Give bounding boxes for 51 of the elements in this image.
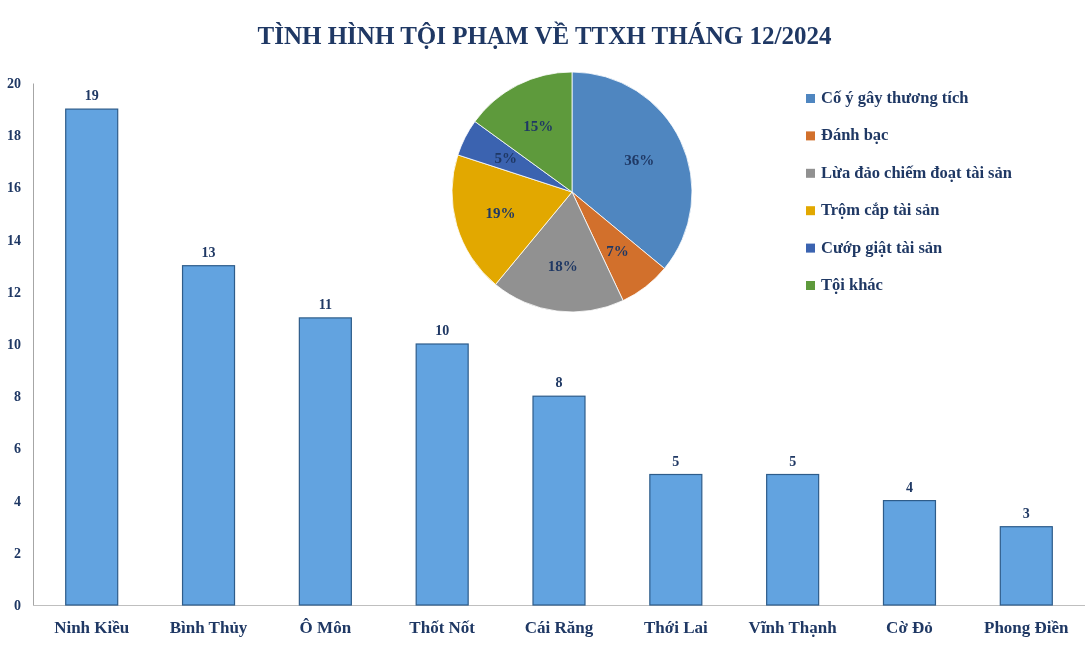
x-tick-label: Thốt Nốt	[409, 618, 476, 638]
legend-label: Lừa đảo chiếm đoạt tài sản	[821, 162, 1012, 182]
legend-label: Trộm cắp tài sản	[821, 200, 940, 220]
bar	[181, 265, 236, 606]
data-label: 5	[672, 453, 680, 469]
y-tick-label: 16	[7, 180, 21, 196]
data-label: 19	[84, 88, 99, 104]
data-label: 5%	[494, 150, 517, 167]
bar	[298, 317, 352, 606]
y-tick-label: 18	[7, 128, 21, 144]
bar	[882, 500, 937, 606]
legend-label: Cố ý gây thương tích	[821, 88, 969, 107]
bar	[415, 343, 469, 606]
x-tick-label: Phong Điền	[984, 618, 1070, 638]
y-tick-label: 10	[7, 336, 21, 352]
data-label: 3	[1022, 505, 1030, 521]
x-tick-label: Ô Môn	[299, 618, 352, 638]
data-label: 5	[789, 453, 797, 469]
x-tick-label: Vĩnh Thạnh	[748, 618, 838, 638]
x-tick-label: Cái Răng	[524, 618, 594, 638]
x-tick-label: Bình Thủy	[169, 618, 248, 638]
data-label: 15%	[523, 117, 554, 134]
data-label: 36%	[624, 152, 655, 169]
data-label: 7%	[606, 242, 629, 259]
data-label: 18%	[547, 257, 578, 274]
y-tick-label: 20	[7, 75, 21, 91]
y-tick-label: 12	[7, 284, 21, 300]
data-label: 19%	[485, 204, 516, 221]
y-tick-label: 6	[14, 441, 21, 457]
y-tick-label: 2	[14, 545, 21, 561]
bar	[532, 395, 586, 606]
y-tick-label: 8	[14, 389, 21, 405]
x-tick-label: Cờ Đỏ	[886, 618, 933, 638]
x-tick-label: Thới Lai	[643, 618, 708, 638]
data-label: 13	[201, 244, 216, 260]
data-label: 8	[555, 375, 563, 391]
legend-label: Tội khác	[821, 275, 883, 294]
y-tick-label: 14	[7, 232, 21, 248]
bar	[65, 108, 119, 606]
bar	[999, 526, 1053, 606]
bar	[649, 473, 703, 606]
legend-label: Đánh bạc	[821, 125, 889, 145]
y-tick-label: 4	[14, 493, 21, 509]
y-tick-label: 0	[14, 597, 21, 613]
chart-title: TÌNH HÌNH TỘI PHẠM VỀ TTXH THÁNG 12/2024	[257, 21, 832, 49]
x-tick-label: Ninh Kiều	[54, 618, 130, 638]
data-label: 10	[435, 323, 450, 338]
bar	[766, 473, 820, 606]
legend-label: Cướp giật tài sản	[821, 237, 943, 257]
data-label: 4	[905, 479, 913, 495]
data-label: 11	[318, 296, 332, 312]
